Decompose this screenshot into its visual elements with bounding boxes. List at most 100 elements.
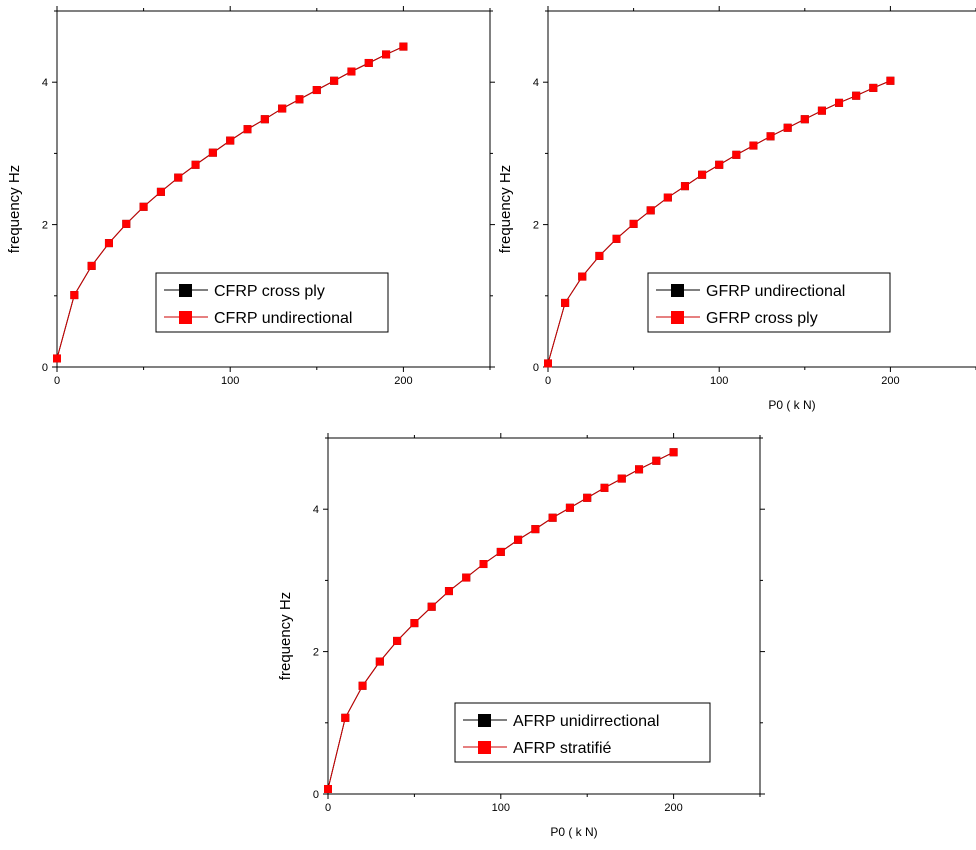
data-point xyxy=(122,219,131,228)
legend-box xyxy=(454,702,711,763)
y-tick-label: 2 xyxy=(533,220,539,232)
data-point xyxy=(358,681,367,690)
data-point xyxy=(669,448,678,457)
data-point xyxy=(600,483,609,492)
legend-marker xyxy=(478,714,491,727)
legend: GFRP undirectional GFRP cross ply xyxy=(647,272,891,333)
legend: CFRP cross ply CFRP undirectional xyxy=(155,272,389,333)
data-point xyxy=(53,354,61,363)
x-tick-label: 100 xyxy=(710,375,728,387)
chart-1: 0 100 200 0 2 4 frequency Hz CFRP cross plyCFRP… xyxy=(6,6,495,387)
data-point xyxy=(399,42,408,51)
data-point xyxy=(817,106,826,115)
y-tick-label: 4 xyxy=(42,77,48,89)
x-tick-label: 200 xyxy=(394,375,412,387)
data-point xyxy=(462,573,471,582)
data-point xyxy=(243,125,252,134)
chart-2: 0 100 200 0 2 4 frequency Hz P0 ( k N) GFRP undi… xyxy=(497,6,976,412)
data-point xyxy=(70,291,79,300)
data-point xyxy=(427,602,436,611)
legend-marker xyxy=(179,311,192,324)
data-point xyxy=(174,173,183,182)
data-point xyxy=(208,148,217,157)
legend-label: CFRP cross ply xyxy=(214,283,325,300)
data-point xyxy=(382,50,391,59)
data-point xyxy=(496,547,505,556)
data-point xyxy=(393,636,402,645)
data-point xyxy=(514,535,523,544)
y-axis-label: frequency Hz xyxy=(6,165,23,253)
x-tick-label: 100 xyxy=(221,375,239,387)
data-point xyxy=(635,465,644,474)
y-axis-label: frequency Hz xyxy=(497,165,514,253)
data-point xyxy=(732,150,741,159)
y-axis-label: frequency Hz xyxy=(277,592,294,680)
data-point xyxy=(766,132,775,141)
data-point xyxy=(565,503,574,512)
y-tick-label: 2 xyxy=(313,647,319,659)
data-point xyxy=(783,123,792,132)
data-point xyxy=(886,76,895,85)
legend-label: GFRP cross ply xyxy=(706,310,818,327)
data-point xyxy=(749,141,758,150)
x-tick-label: 100 xyxy=(492,802,510,814)
legend-box xyxy=(155,272,389,333)
data-point xyxy=(531,525,540,534)
data-point xyxy=(87,261,96,270)
data-point xyxy=(612,234,621,243)
data-point xyxy=(364,58,373,67)
data-point xyxy=(444,587,453,596)
legend-marker xyxy=(671,284,684,297)
x-tick-label: 200 xyxy=(664,802,682,814)
data-point xyxy=(410,619,419,628)
data-point xyxy=(698,170,707,179)
data-point xyxy=(652,456,661,465)
data-point xyxy=(139,202,148,211)
x-axis-label: P0 ( k N) xyxy=(768,398,815,412)
data-point xyxy=(375,657,384,666)
data-point xyxy=(852,91,861,100)
data-point xyxy=(330,76,339,85)
data-point xyxy=(548,513,557,522)
y-tick-label: 0 xyxy=(313,789,319,801)
data-point xyxy=(544,359,552,368)
data-point xyxy=(479,560,488,569)
y-tick-label: 0 xyxy=(533,362,539,374)
legend: AFRP unidirrectional AFRP stratifié xyxy=(454,702,711,763)
data-point xyxy=(156,187,165,196)
data-point xyxy=(629,219,638,228)
data-point xyxy=(800,115,809,124)
data-point xyxy=(278,104,287,113)
data-point xyxy=(312,86,321,95)
x-tick-label: 0 xyxy=(545,375,551,387)
legend-label: GFRP undirectional xyxy=(706,283,845,300)
x-tick-label: 0 xyxy=(54,375,60,387)
data-point xyxy=(715,160,724,169)
data-point xyxy=(104,239,113,248)
y-tick-label: 0 xyxy=(42,362,48,374)
data-point xyxy=(663,193,672,202)
legend-box xyxy=(647,272,891,333)
x-axis-label: P0 ( k N) xyxy=(550,825,597,839)
data-point xyxy=(869,83,878,92)
data-point xyxy=(595,251,604,260)
data-point xyxy=(561,298,570,307)
y-tick-label: 2 xyxy=(42,220,48,232)
x-tick-label: 0 xyxy=(325,802,331,814)
legend-label: AFRP stratifié xyxy=(513,740,612,757)
data-point xyxy=(646,206,655,215)
data-point xyxy=(341,713,350,722)
y-tick-label: 4 xyxy=(533,77,539,89)
x-tick-label: 200 xyxy=(881,375,899,387)
legend-marker xyxy=(179,284,192,297)
data-point xyxy=(578,272,587,281)
data-point xyxy=(617,474,626,483)
legend-marker xyxy=(478,741,491,754)
data-point xyxy=(324,785,332,794)
legend-label: AFRP unidirrectional xyxy=(513,713,659,730)
chart-3: 0 100 200 0 2 4 frequency Hz P0 ( k N) AFRP unid… xyxy=(277,433,765,839)
y-tick-label: 4 xyxy=(313,504,319,516)
data-point xyxy=(226,136,235,145)
data-point xyxy=(347,67,356,76)
